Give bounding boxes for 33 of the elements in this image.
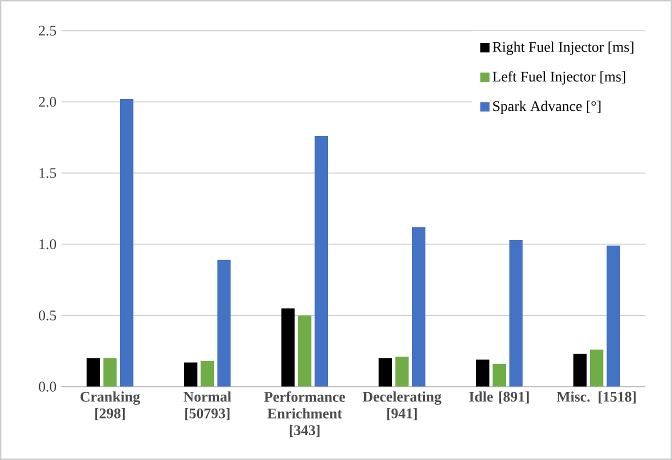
y-tick-label: 0.0 [38, 382, 56, 392]
y-tick-label: 2.0 [38, 96, 56, 107]
y-tick-label: 0.5 [38, 310, 56, 320]
x-tick-label: Performance Enrichment [343] [264, 391, 346, 437]
x-tick-label: Decelerating [941] [362, 391, 442, 420]
bar [412, 227, 426, 387]
bar [298, 315, 312, 387]
y-tick-label: 1.5 [40, 168, 56, 178]
bar [314, 136, 328, 387]
bar [200, 361, 214, 387]
bar [103, 358, 117, 387]
bar [281, 308, 295, 387]
legend-label: Spark Advance [°] [493, 100, 600, 114]
y-tick-label: 2.5 [38, 26, 56, 36]
bar [573, 354, 587, 387]
bar [509, 240, 523, 387]
bar [120, 99, 134, 387]
bar [86, 358, 100, 387]
bar [395, 356, 409, 387]
bar [492, 364, 506, 387]
legend-label: Right Fuel Injector [ms] [492, 42, 634, 55]
legend-label: Left Fuel Injector [ms] [492, 71, 626, 85]
x-tick-label: Cranking [298] [80, 391, 140, 420]
bar [184, 362, 198, 387]
x-tick-label: Idle [891] [469, 391, 529, 404]
bar [590, 350, 604, 387]
bar [606, 246, 620, 387]
y-tick-label: 1.0 [40, 239, 56, 250]
x-tick-label: Misc. [1518] [556, 391, 636, 404]
bar [476, 360, 490, 387]
bar [217, 260, 231, 387]
x-tick-label: Normal [50793] [184, 391, 232, 420]
bar [378, 358, 392, 387]
